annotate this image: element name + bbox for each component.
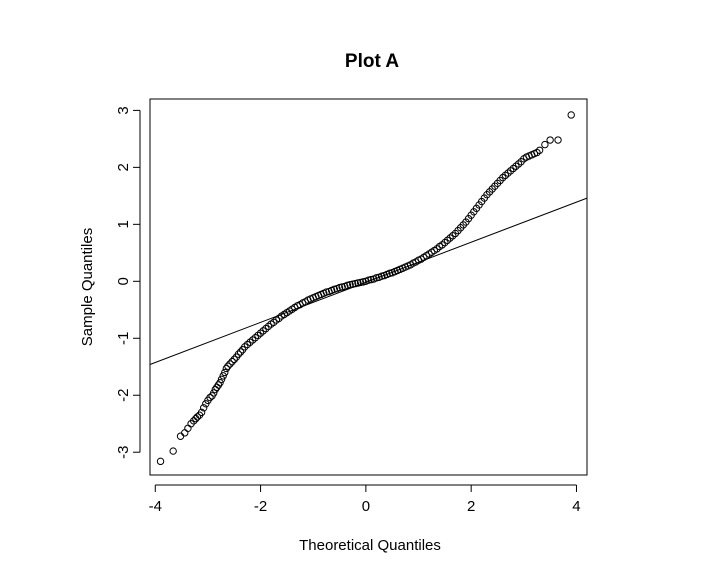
y-tick-label: -1 [115,332,132,345]
y-tick-label: -2 [115,389,132,402]
data-point [234,350,243,358]
data-point [169,447,177,455]
y-tick-label: 3 [115,106,132,114]
data-point [343,281,352,289]
data-point [210,389,218,397]
reference-line [149,197,588,365]
y-tick-label: -3 [115,446,132,459]
data-point [356,278,365,287]
y-tick-label: 1 [115,220,132,228]
data-point [156,457,165,466]
plot-frame [149,98,588,476]
data-point [546,136,554,144]
data-point [385,269,394,278]
x-axis-label: Theoretical Quantiles [299,537,441,554]
y-axis: -3 -2 -1 0 1 2 3 [115,106,141,459]
data-point [322,288,331,296]
data-point [226,360,234,368]
data-point [372,274,381,282]
data-point [541,140,549,149]
y-axis-label: Sample Quantiles [79,228,96,346]
data-point [193,413,202,421]
x-tick-label: -4 [149,498,162,515]
y-tick-label: 2 [115,163,132,171]
x-tick-label: 0 [362,498,370,515]
data-point [217,375,226,383]
data-point [236,348,245,356]
data-point [206,393,214,402]
data-point [190,417,198,425]
data-point [354,279,362,287]
data-point [338,283,346,291]
data-point [219,372,227,380]
data-point [554,136,562,144]
x-tick-label: -2 [254,498,267,515]
data-point [214,381,223,389]
x-tick-label: 4 [572,498,580,515]
data-point [222,364,231,373]
x-axis: -4 -2 0 2 4 [149,484,581,515]
data-point [377,272,386,280]
data-point [200,404,208,412]
data-point [335,283,344,292]
data-point [221,368,229,377]
data-point [567,111,575,119]
data-point [230,355,238,364]
plot-area [149,98,588,476]
y-tick-label: 0 [115,277,132,285]
chart-title: Plot A [345,51,399,72]
data-point [224,362,232,370]
data-point [228,357,236,366]
reference-line-layer [149,197,588,365]
x-tick-label: 2 [467,498,475,515]
points-layer [156,111,575,466]
data-point [330,285,338,293]
data-point [216,379,224,387]
data-point [197,408,206,417]
data-point [535,146,544,154]
